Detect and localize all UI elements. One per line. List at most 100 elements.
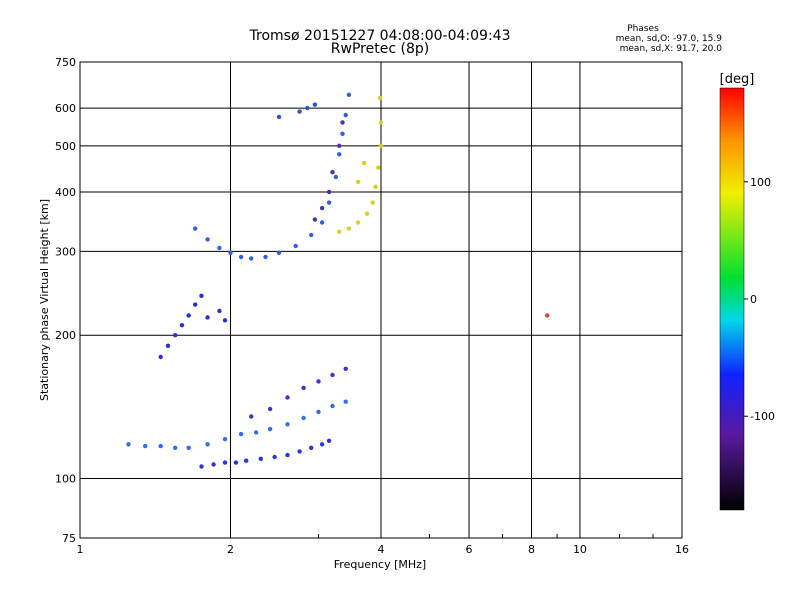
scatter-point <box>309 232 314 238</box>
y-tick-label: 400 <box>55 186 76 199</box>
scatter-point <box>330 403 335 409</box>
colorbar <box>719 87 745 511</box>
scatter-point <box>285 452 290 458</box>
scatter-point <box>173 445 178 450</box>
scatter-point <box>222 460 228 465</box>
scatter-point <box>326 438 332 443</box>
y-tick-label: 750 <box>55 56 76 69</box>
scatter-point <box>312 217 318 222</box>
stats-o-line: mean, sd,O: -97.0, 15.9 <box>616 34 723 44</box>
scatter-point <box>276 114 282 120</box>
scatter-point <box>337 229 342 234</box>
x-axis-label: Frequency [MHz] <box>334 558 426 571</box>
y-tick-label: 100 <box>55 473 76 486</box>
scatter-point <box>343 366 348 371</box>
scatter-point <box>222 436 228 442</box>
scatter-point <box>309 445 314 450</box>
scatter-point <box>364 211 370 216</box>
scatter-point <box>312 102 318 107</box>
x-tick-label: 8 <box>528 543 535 556</box>
scatter-point <box>193 302 198 307</box>
scatter-point <box>173 333 178 338</box>
stats-x-line: mean, sd,X: 91.7, 20.0 <box>620 44 723 54</box>
y-tick-label: 500 <box>55 140 76 153</box>
plot-frame <box>79 61 683 539</box>
scatter-point <box>238 431 244 437</box>
y-tick-label: 200 <box>55 329 76 342</box>
scatter-point <box>319 442 325 447</box>
scatter-point <box>333 174 339 180</box>
scatter-point <box>249 414 254 419</box>
scatter-point <box>316 409 321 415</box>
scatter-point <box>158 443 163 449</box>
scatter-point <box>205 315 210 320</box>
scatter-point <box>316 379 321 384</box>
x-tick-label: 10 <box>573 543 587 556</box>
scatter-point <box>305 105 310 111</box>
scatter-point <box>326 189 332 195</box>
scatter-point <box>285 422 290 427</box>
scatter-point <box>337 152 342 157</box>
scatter-point <box>263 254 268 260</box>
y-tick-label: 600 <box>55 102 76 115</box>
scatter-point <box>267 406 273 412</box>
scatter-point <box>337 143 342 148</box>
x-axis-ticks: 1 2 4 6 8 10 16 <box>77 534 689 556</box>
scatter-point <box>186 445 191 450</box>
y-tick-label: 300 <box>55 245 76 258</box>
scatter-point <box>377 95 383 101</box>
x-tick-label: 2 <box>227 543 234 556</box>
x-tick-label: 4 <box>378 543 385 556</box>
scatter-point <box>199 464 204 469</box>
scatter-point <box>222 318 228 323</box>
y-axis-label: Stationary phase Virtual Height [km] <box>38 199 51 401</box>
scatter-point <box>330 170 335 175</box>
scatter-point <box>258 456 263 461</box>
scatter-point <box>301 385 306 391</box>
scatter-point <box>267 426 273 432</box>
x-tick-label: 6 <box>466 543 473 556</box>
scatter-point <box>285 395 290 400</box>
data-points <box>126 92 550 469</box>
scatter-point <box>199 293 204 298</box>
scatter-point <box>217 308 222 314</box>
scatter-point <box>373 184 378 189</box>
scatter-point <box>340 120 345 125</box>
scatter-point <box>205 237 210 242</box>
scatter-point <box>233 460 239 465</box>
scatter-point <box>143 443 148 449</box>
scatter-point <box>244 458 249 463</box>
scatter-point <box>355 220 361 225</box>
scatter-point <box>179 323 185 328</box>
scatter-point <box>376 165 381 170</box>
y-tick-label: 75 <box>62 532 76 545</box>
stats-heading: Phases <box>627 24 659 34</box>
scatter-point <box>272 454 277 460</box>
scatter-point <box>249 256 254 261</box>
scatter-point <box>193 226 198 231</box>
scatter-point <box>165 343 171 348</box>
x-tick-label: 1 <box>77 543 84 556</box>
scatter-point <box>253 430 259 435</box>
scatter-point <box>297 449 302 454</box>
scatter-point <box>217 245 222 251</box>
grid-lines <box>80 62 682 538</box>
scatter-point <box>545 313 550 318</box>
scatter-point <box>378 143 384 148</box>
scatter-point <box>346 226 352 231</box>
scatter-point <box>346 92 352 98</box>
chart-title: Tromsø 20151227 04:08:00-04:09:43 <box>249 28 511 44</box>
chart-subtitle: RwPretec (8p) <box>331 41 429 57</box>
scatter-point <box>370 200 375 205</box>
scatter-point <box>276 250 282 255</box>
scatter-point <box>301 415 306 421</box>
colorbar-label: [deg] <box>720 72 755 87</box>
colorbar-tick-label: -100 <box>750 410 775 423</box>
y-axis-ticks: 75 100 200 300 400 500 600 750 <box>55 56 76 545</box>
colorbar-tick-label: 0 <box>750 293 757 306</box>
scatter-point <box>238 254 244 260</box>
scatter-point <box>330 372 335 378</box>
x-tick-label: 16 <box>675 543 689 556</box>
scatter-point <box>293 243 298 249</box>
